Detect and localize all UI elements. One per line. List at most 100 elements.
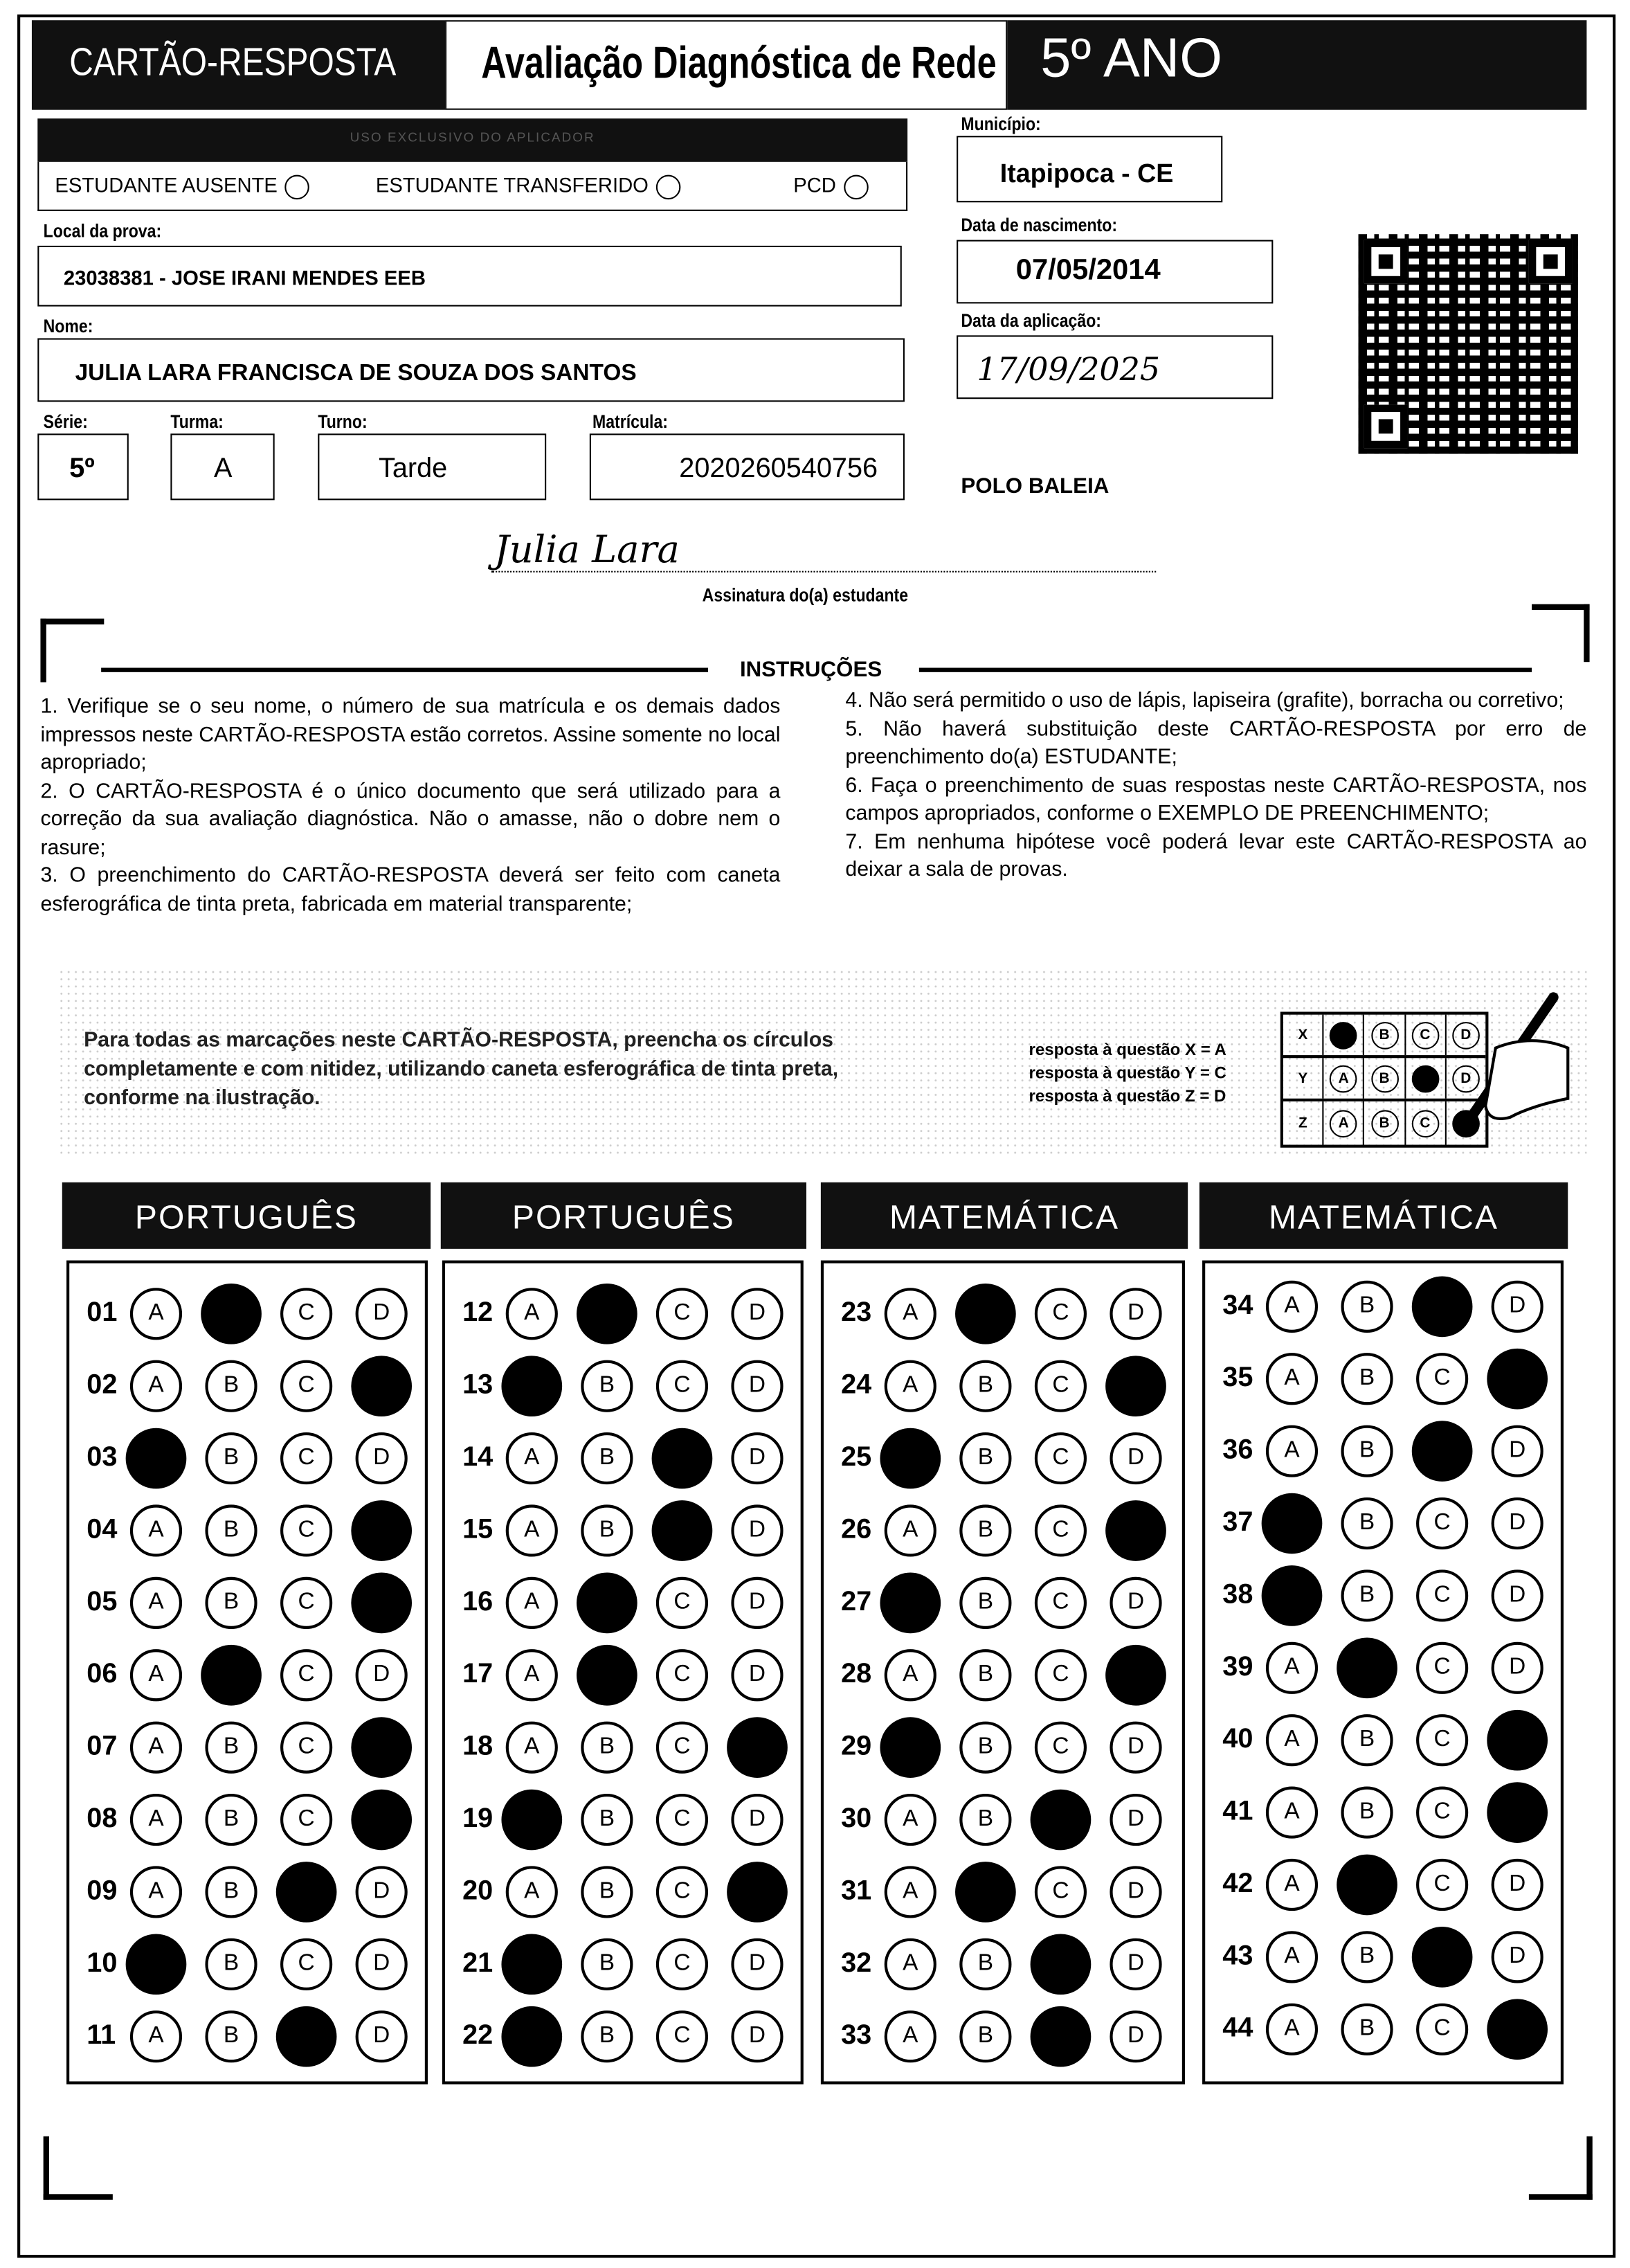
answer-bubble-06-C[interactable]: C — [280, 1649, 333, 1702]
answer-bubble-43-C[interactable] — [1411, 1927, 1473, 1988]
answer-bubble-30-B[interactable]: B — [959, 1793, 1012, 1846]
answer-bubble-31-C[interactable]: C — [1034, 1866, 1087, 1918]
answer-bubble-43-A[interactable]: A — [1265, 1931, 1319, 1983]
answer-bubble-15-B[interactable]: B — [581, 1504, 633, 1557]
answer-bubble-26-D[interactable] — [1105, 1500, 1166, 1561]
answer-bubble-24-C[interactable]: C — [1034, 1360, 1087, 1412]
answer-bubble-41-C[interactable]: C — [1416, 1786, 1469, 1839]
answer-bubble-32-C[interactable] — [1030, 1934, 1092, 1995]
answer-bubble-24-A[interactable]: A — [884, 1360, 936, 1412]
answer-bubble-23-D[interactable]: D — [1110, 1288, 1162, 1340]
answer-bubble-07-D[interactable] — [351, 1717, 413, 1778]
answer-bubble-22-D[interactable]: D — [731, 2010, 784, 2063]
answer-bubble-38-B[interactable]: B — [1341, 1569, 1393, 1622]
answer-bubble-11-B[interactable]: B — [205, 2010, 257, 2063]
answer-bubble-39-B[interactable] — [1337, 1637, 1397, 1699]
answer-bubble-08-C[interactable]: C — [280, 1793, 333, 1846]
answer-bubble-29-D[interactable]: D — [1110, 1721, 1162, 1774]
answer-bubble-02-B[interactable]: B — [205, 1360, 257, 1412]
answer-bubble-07-C[interactable]: C — [280, 1721, 333, 1774]
answer-bubble-01-C[interactable]: C — [280, 1288, 333, 1340]
answer-bubble-04-A[interactable]: A — [129, 1504, 183, 1557]
answer-bubble-40-D[interactable] — [1487, 1709, 1548, 1771]
pcd-circle[interactable] — [843, 174, 868, 199]
answer-bubble-35-D[interactable] — [1487, 1348, 1548, 1410]
answer-bubble-32-A[interactable]: A — [884, 1938, 936, 1990]
answer-bubble-06-B[interactable] — [201, 1644, 262, 1706]
answer-bubble-33-C[interactable] — [1030, 2006, 1092, 2067]
answer-bubble-09-C[interactable] — [275, 1862, 337, 1923]
answer-bubble-11-D[interactable]: D — [355, 2010, 408, 2063]
answer-bubble-27-C[interactable]: C — [1034, 1576, 1087, 1629]
answer-bubble-35-B[interactable]: B — [1341, 1353, 1393, 1405]
answer-bubble-21-B[interactable]: B — [581, 1938, 633, 1990]
answer-bubble-23-A[interactable]: A — [884, 1288, 936, 1340]
answer-bubble-25-D[interactable]: D — [1110, 1432, 1162, 1485]
answer-bubble-12-C[interactable]: C — [655, 1288, 709, 1340]
answer-bubble-38-C[interactable]: C — [1416, 1569, 1469, 1622]
answer-bubble-34-A[interactable]: A — [1265, 1280, 1319, 1333]
answer-bubble-37-D[interactable]: D — [1491, 1497, 1543, 1550]
answer-bubble-07-B[interactable]: B — [205, 1721, 257, 1774]
answer-bubble-30-A[interactable]: A — [884, 1793, 936, 1846]
answer-bubble-43-B[interactable]: B — [1341, 1931, 1393, 1983]
answer-bubble-42-A[interactable]: A — [1265, 1858, 1319, 1911]
answer-bubble-19-C[interactable]: C — [655, 1793, 709, 1846]
answer-bubble-30-D[interactable]: D — [1110, 1793, 1162, 1846]
answer-bubble-05-C[interactable]: C — [280, 1576, 333, 1629]
answer-bubble-04-B[interactable]: B — [205, 1504, 257, 1557]
answer-bubble-20-D[interactable] — [727, 1862, 788, 1923]
answer-bubble-34-C[interactable] — [1411, 1276, 1473, 1338]
answer-bubble-26-B[interactable]: B — [959, 1504, 1012, 1557]
answer-bubble-01-A[interactable]: A — [129, 1288, 183, 1340]
answer-bubble-03-C[interactable]: C — [280, 1432, 333, 1485]
answer-bubble-27-B[interactable]: B — [959, 1576, 1012, 1629]
answer-bubble-44-B[interactable]: B — [1341, 2003, 1393, 2055]
answer-bubble-18-B[interactable]: B — [581, 1721, 633, 1774]
answer-bubble-09-A[interactable]: A — [129, 1866, 183, 1918]
option-transferred[interactable]: ESTUDANTE TRANSFERIDO — [376, 174, 680, 199]
answer-bubble-10-C[interactable]: C — [280, 1938, 333, 1990]
answer-bubble-14-A[interactable]: A — [505, 1432, 558, 1485]
answer-bubble-20-B[interactable]: B — [581, 1866, 633, 1918]
answer-bubble-25-A[interactable] — [880, 1428, 941, 1489]
answer-bubble-37-B[interactable]: B — [1341, 1497, 1393, 1550]
answer-bubble-14-D[interactable]: D — [731, 1432, 784, 1485]
answer-bubble-17-D[interactable]: D — [731, 1649, 784, 1702]
answer-bubble-06-D[interactable]: D — [355, 1649, 408, 1702]
answer-bubble-31-B[interactable] — [955, 1862, 1016, 1923]
answer-bubble-22-A[interactable] — [501, 2006, 563, 2067]
answer-bubble-29-C[interactable]: C — [1034, 1721, 1087, 1774]
answer-bubble-27-A[interactable] — [880, 1572, 941, 1634]
answer-bubble-25-C[interactable]: C — [1034, 1432, 1087, 1485]
answer-bubble-02-A[interactable]: A — [129, 1360, 183, 1412]
answer-bubble-18-D[interactable] — [727, 1717, 788, 1778]
answer-bubble-13-B[interactable]: B — [581, 1360, 633, 1412]
answer-bubble-19-A[interactable] — [501, 1789, 563, 1851]
answer-bubble-44-D[interactable] — [1487, 1999, 1548, 2060]
answer-bubble-10-B[interactable]: B — [205, 1938, 257, 1990]
answer-bubble-08-A[interactable]: A — [129, 1793, 183, 1846]
answer-bubble-43-D[interactable]: D — [1491, 1931, 1543, 1983]
answer-bubble-38-A[interactable] — [1261, 1565, 1323, 1626]
answer-bubble-34-B[interactable]: B — [1341, 1280, 1393, 1333]
answer-bubble-10-A[interactable] — [125, 1934, 187, 1995]
answer-bubble-39-C[interactable]: C — [1416, 1641, 1469, 1694]
answer-bubble-28-D[interactable] — [1105, 1644, 1166, 1706]
answer-bubble-26-C[interactable]: C — [1034, 1504, 1087, 1557]
answer-bubble-44-A[interactable]: A — [1265, 2003, 1319, 2055]
answer-bubble-17-C[interactable]: C — [655, 1649, 709, 1702]
answer-bubble-03-B[interactable]: B — [205, 1432, 257, 1485]
answer-bubble-16-B[interactable] — [577, 1572, 637, 1634]
answer-bubble-20-C[interactable]: C — [655, 1866, 709, 1918]
answer-bubble-05-D[interactable] — [351, 1572, 413, 1634]
answer-bubble-14-B[interactable]: B — [581, 1432, 633, 1485]
answer-bubble-09-B[interactable]: B — [205, 1866, 257, 1918]
answer-bubble-39-A[interactable]: A — [1265, 1641, 1319, 1694]
answer-bubble-27-D[interactable]: D — [1110, 1576, 1162, 1629]
signature[interactable]: Julia Lara — [494, 529, 680, 573]
answer-bubble-39-D[interactable]: D — [1491, 1641, 1543, 1694]
answer-bubble-06-A[interactable]: A — [129, 1649, 183, 1702]
answer-bubble-12-B[interactable] — [577, 1283, 637, 1344]
answer-bubble-08-B[interactable]: B — [205, 1793, 257, 1846]
